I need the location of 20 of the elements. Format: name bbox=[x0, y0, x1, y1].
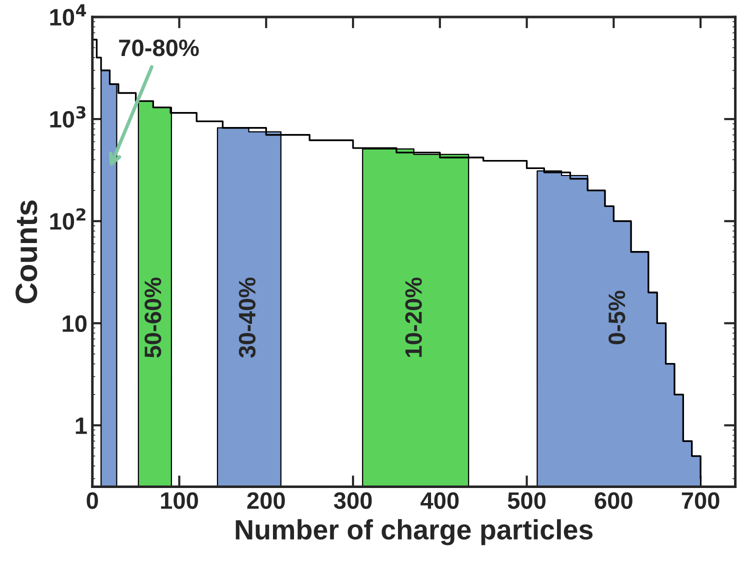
y-tick-label: 10$^{4}$ bbox=[50, 4, 86, 26]
y-tick-label: 10$^{3}$ bbox=[50, 106, 86, 128]
x-tick-label: 0 bbox=[86, 492, 98, 509]
y-axis-title: Counts bbox=[16, 200, 38, 304]
series-label: 50-60% bbox=[144, 278, 162, 358]
x-tick-label: 700 bbox=[682, 492, 720, 509]
x-tick-label: 500 bbox=[508, 492, 546, 509]
series-label: 10-20% bbox=[405, 278, 422, 357]
x-axis-title: Number of charge particles bbox=[236, 519, 593, 546]
x-tick-label: 400 bbox=[420, 492, 459, 509]
series-label: 0-5% bbox=[608, 290, 626, 344]
y-tick-label: 1 bbox=[76, 418, 87, 434]
y-tick-label: 10$^{2}$ bbox=[50, 208, 86, 230]
y-tick-label: 10 bbox=[62, 315, 87, 332]
x-tick-label: 300 bbox=[334, 492, 372, 509]
x-tick-label: 100 bbox=[161, 492, 198, 509]
x-tick-label: 200 bbox=[247, 492, 285, 509]
series-label: 70-80% bbox=[119, 39, 199, 56]
series-label: 30-40% bbox=[238, 278, 256, 358]
x-tick-label: 600 bbox=[594, 492, 632, 509]
